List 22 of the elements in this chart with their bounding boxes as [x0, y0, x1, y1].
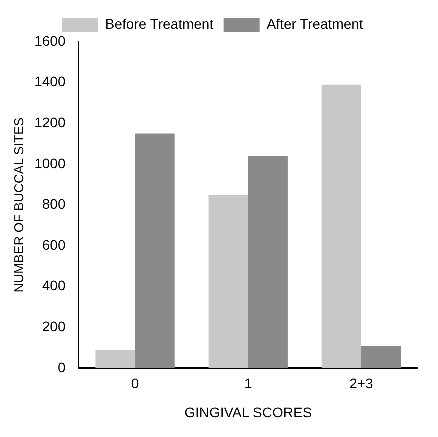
bar	[135, 134, 175, 368]
y-tick-label: 600	[42, 236, 66, 253]
y-tick-label: 1600	[34, 32, 66, 49]
bar	[322, 84, 362, 368]
bar	[96, 350, 136, 368]
x-axis-title: GINGIVAL SCORES	[184, 404, 312, 420]
x-tick-label: 1	[244, 376, 252, 392]
legend-label: Before Treatment	[105, 16, 214, 32]
legend-label: After Treatment	[266, 16, 364, 32]
bar	[361, 346, 402, 368]
y-tick-label: 800	[42, 196, 66, 212]
y-tick-label: 1400	[34, 74, 66, 90]
x-tick-label: 0	[131, 376, 140, 392]
x-tick-label: 2+3	[350, 376, 374, 392]
y-tick-label: 0	[58, 359, 66, 376]
y-axis-title: NUMBER OF BUCCAL SITES	[11, 117, 26, 293]
y-tick-label: 400	[42, 278, 66, 294]
y-tick-label: 200	[42, 318, 66, 334]
y-tick-label: 1200	[34, 114, 66, 130]
y-tick-label: 1000	[34, 155, 66, 172]
bar	[248, 156, 288, 368]
bar	[208, 195, 248, 368]
